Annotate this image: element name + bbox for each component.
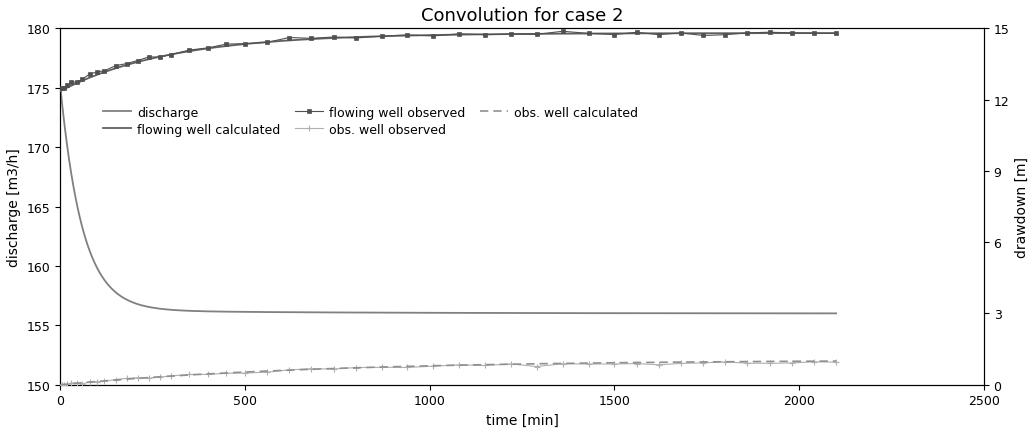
Y-axis label: discharge [m3/h]: discharge [m3/h] bbox=[7, 148, 21, 266]
Legend: discharge, flowing well calculated, flowing well observed, obs. well observed, o: discharge, flowing well calculated, flow… bbox=[104, 107, 638, 136]
Title: Convolution for case 2: Convolution for case 2 bbox=[421, 7, 624, 25]
Y-axis label: drawdown [m]: drawdown [m] bbox=[1015, 157, 1029, 257]
X-axis label: time [min]: time [min] bbox=[486, 413, 558, 427]
